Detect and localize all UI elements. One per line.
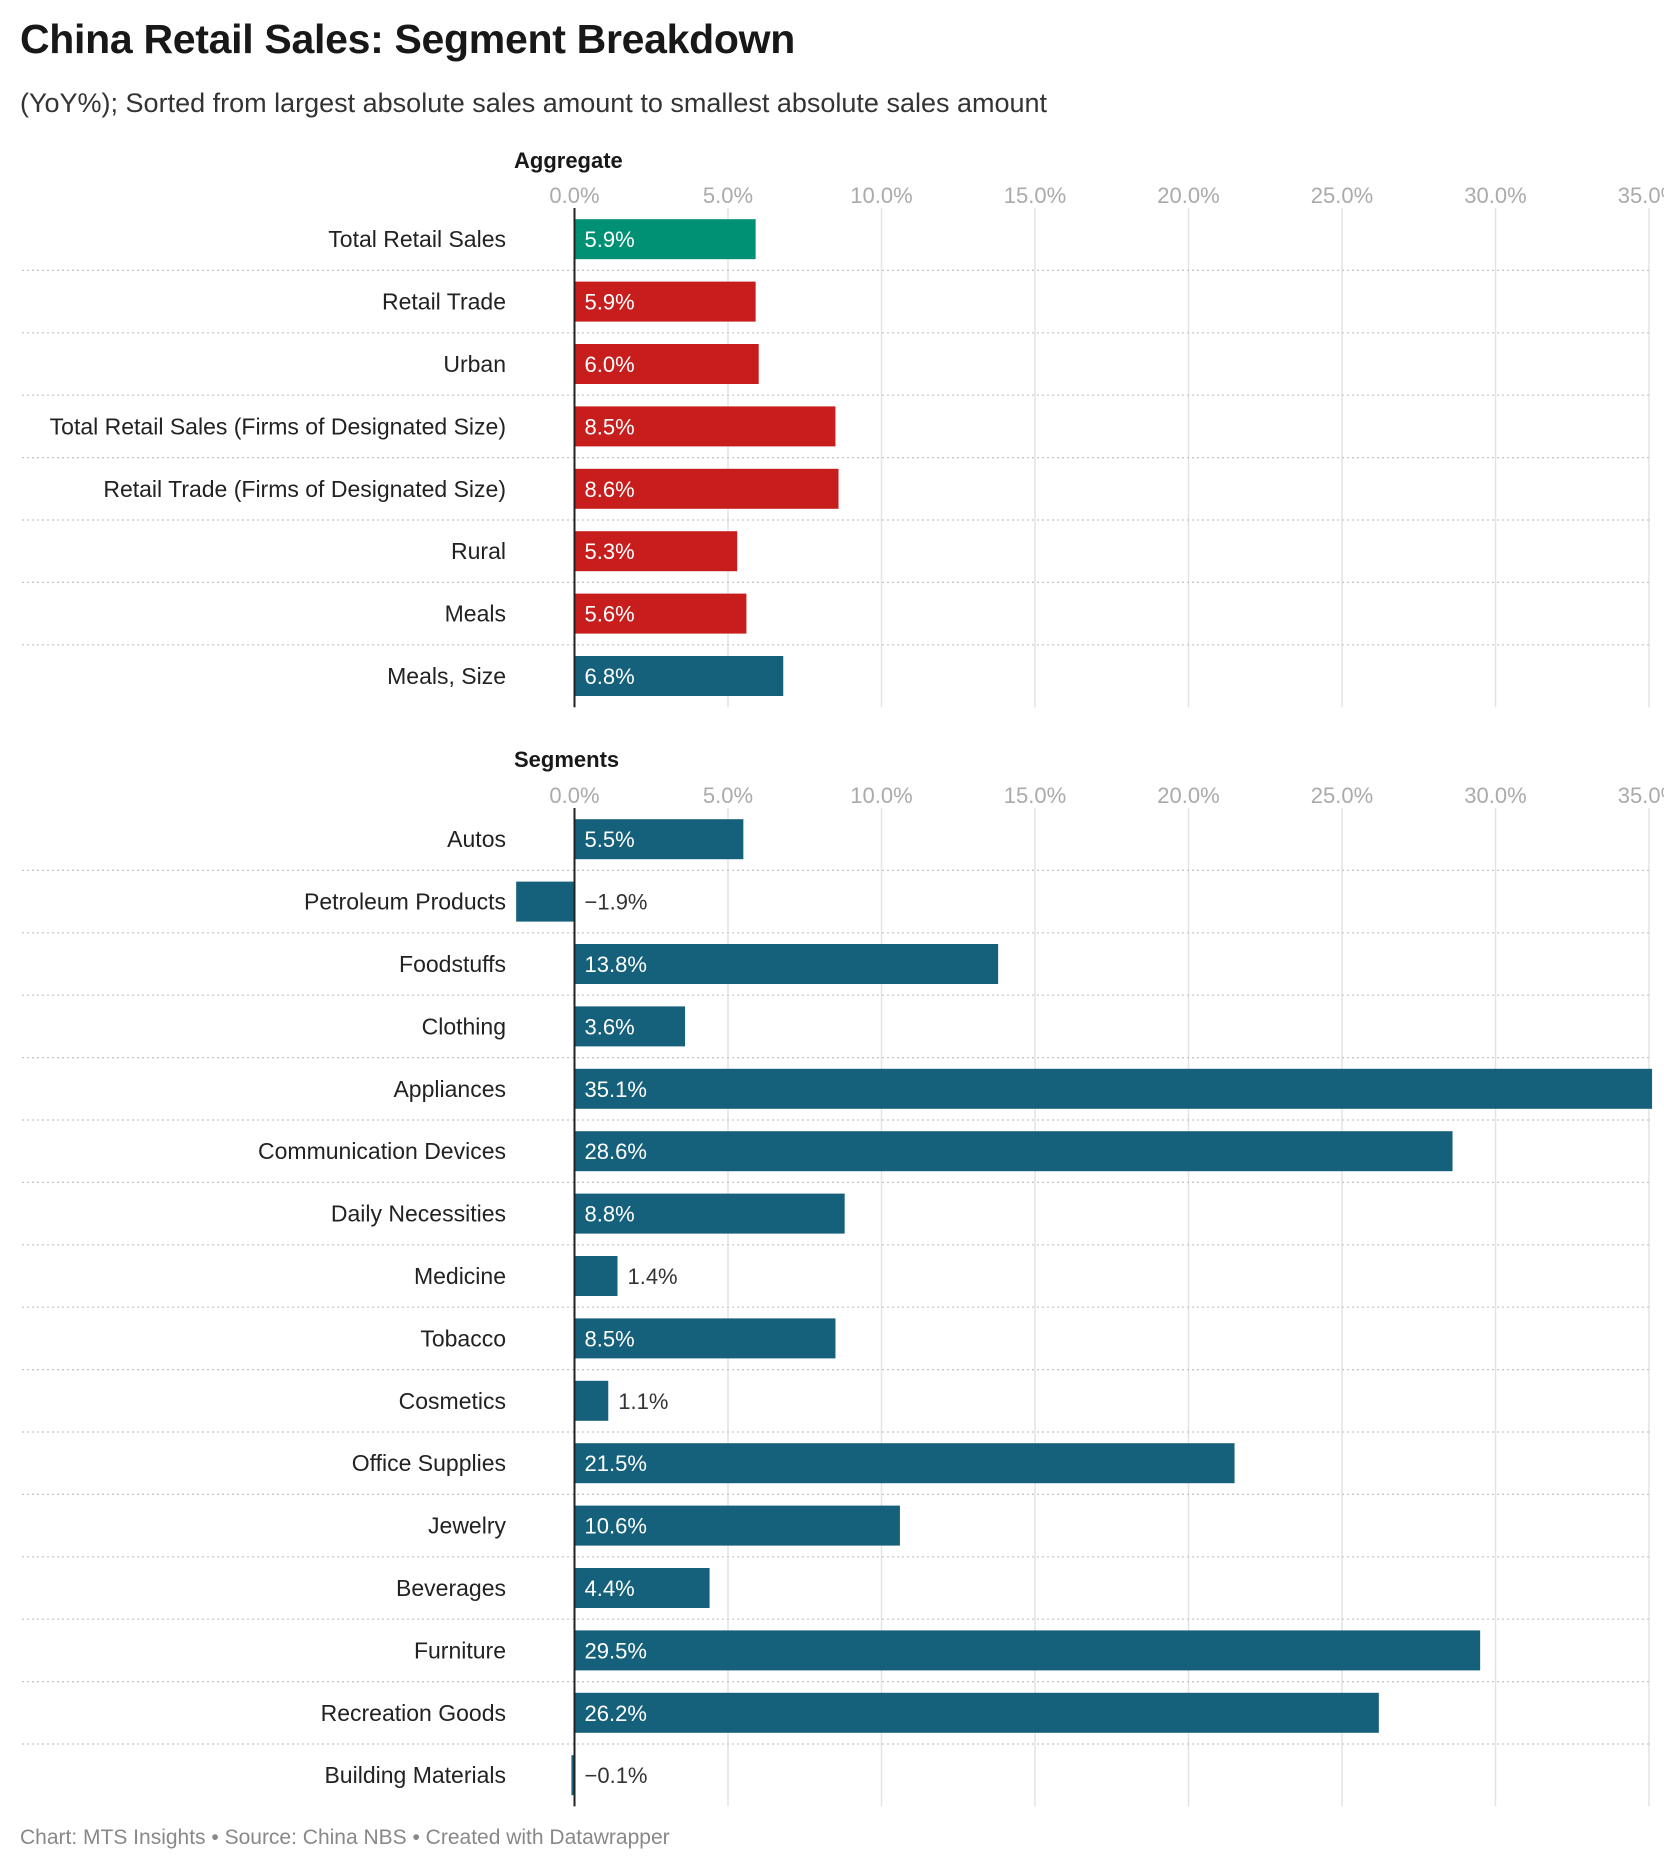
category-label: Appliances bbox=[393, 1076, 506, 1102]
category-label: Daily Necessities bbox=[331, 1201, 506, 1227]
x-tick-label: 10.0% bbox=[850, 183, 912, 208]
value-label: 10.6% bbox=[585, 1514, 647, 1539]
category-label: Autos bbox=[447, 826, 506, 852]
chart-panel-segments: Segments 0.0% 5.0% 10.0% 15.0% 20.0% 25.0% 30.0… bbox=[22, 747, 1664, 1807]
value-label: 8.6% bbox=[585, 477, 635, 502]
bar bbox=[574, 281, 756, 322]
category-label: Retail Trade bbox=[382, 289, 506, 315]
value-label: 29.5% bbox=[585, 1638, 647, 1663]
bar bbox=[574, 1068, 1653, 1109]
x-tick-label: 20.0% bbox=[1157, 183, 1219, 208]
bar bbox=[574, 593, 747, 634]
bar bbox=[574, 1630, 1481, 1671]
x-tick-label: 35.0% bbox=[1618, 183, 1664, 208]
value-label: 5.6% bbox=[585, 602, 635, 627]
x-tick-label: 15.0% bbox=[1004, 183, 1066, 208]
value-label: 5.9% bbox=[585, 227, 635, 252]
chart-footer: Chart: MTS Insights • Source: China NBS … bbox=[20, 1826, 670, 1849]
category-label: Foodstuffs bbox=[399, 951, 506, 977]
value-label: 1.1% bbox=[618, 1389, 668, 1414]
category-label: Petroleum Products bbox=[304, 889, 506, 915]
category-label: Recreation Goods bbox=[321, 1700, 506, 1726]
x-tick-label: 5.0% bbox=[703, 183, 753, 208]
value-label: −1.9% bbox=[585, 890, 648, 915]
bar bbox=[574, 1568, 710, 1608]
value-label: 5.3% bbox=[585, 539, 635, 564]
category-label: Meals bbox=[445, 601, 506, 627]
value-label: 4.4% bbox=[585, 1576, 635, 1601]
bar bbox=[574, 1380, 609, 1421]
bar bbox=[574, 944, 999, 984]
x-tick-label: 20.0% bbox=[1157, 783, 1219, 808]
chart-title: China Retail Sales: Segment Breakdown bbox=[20, 16, 795, 62]
category-label: Total Retail Sales (Firms of Designated … bbox=[50, 413, 506, 439]
bar bbox=[574, 1006, 686, 1047]
category-label: Urban bbox=[443, 351, 506, 377]
value-label: 13.8% bbox=[585, 952, 647, 977]
bar bbox=[574, 656, 784, 696]
bar bbox=[574, 1193, 845, 1234]
category-label: Communication Devices bbox=[258, 1138, 506, 1164]
category-label: Total Retail Sales bbox=[328, 226, 506, 252]
category-label: Furniture bbox=[414, 1637, 506, 1663]
value-label: 6.0% bbox=[585, 352, 635, 377]
x-tick-label: 5.0% bbox=[703, 783, 753, 808]
category-label: Medicine bbox=[414, 1263, 506, 1289]
value-label: 21.5% bbox=[585, 1451, 647, 1476]
value-label: 8.8% bbox=[585, 1202, 635, 1227]
bar bbox=[574, 1318, 836, 1359]
category-label: Tobacco bbox=[420, 1325, 506, 1351]
bar bbox=[574, 531, 738, 572]
panel-title: Aggregate bbox=[514, 148, 623, 173]
category-label: Cosmetics bbox=[399, 1388, 506, 1414]
x-tick-label: 25.0% bbox=[1311, 183, 1373, 208]
panel-title: Segments bbox=[514, 747, 619, 772]
category-label: Jewelry bbox=[428, 1513, 506, 1539]
bar bbox=[574, 1256, 618, 1296]
value-label: 5.5% bbox=[585, 827, 635, 852]
category-label: Building Materials bbox=[324, 1762, 506, 1788]
bar bbox=[574, 1443, 1235, 1484]
bar bbox=[516, 881, 575, 922]
value-label: 5.9% bbox=[585, 290, 635, 315]
value-label: 35.1% bbox=[585, 1077, 647, 1102]
x-tick-label: 15.0% bbox=[1004, 783, 1066, 808]
category-label: Rural bbox=[451, 538, 506, 564]
chart-subtitle: (YoY%); Sorted from largest absolute sal… bbox=[20, 88, 1048, 118]
category-label: Office Supplies bbox=[352, 1450, 506, 1476]
value-label: 3.6% bbox=[585, 1014, 635, 1039]
x-tick-label: 0.0% bbox=[549, 183, 599, 208]
bar bbox=[574, 344, 759, 384]
bar bbox=[574, 1692, 1379, 1733]
category-label: Retail Trade (Firms of Designated Size) bbox=[103, 476, 506, 502]
category-label: Clothing bbox=[422, 1013, 506, 1039]
bar bbox=[574, 406, 836, 447]
x-tick-label: 25.0% bbox=[1311, 783, 1373, 808]
chart-panel-aggregate: Aggregate 0.0% 5.0% 10.0% 15.0% 20.0% 25.0% 30.… bbox=[22, 148, 1664, 708]
x-tick-label: 10.0% bbox=[850, 783, 912, 808]
value-label: 28.6% bbox=[585, 1139, 647, 1164]
category-label: Beverages bbox=[396, 1575, 506, 1601]
category-label: Meals, Size bbox=[387, 663, 506, 689]
x-tick-label: 0.0% bbox=[549, 783, 599, 808]
value-label: 6.8% bbox=[585, 664, 635, 689]
value-label: 1.4% bbox=[627, 1264, 677, 1289]
bar bbox=[574, 1505, 900, 1546]
bar bbox=[574, 468, 839, 509]
bar bbox=[574, 819, 744, 860]
x-tick-label: 30.0% bbox=[1464, 783, 1526, 808]
value-label: 26.2% bbox=[585, 1701, 647, 1726]
bar bbox=[574, 219, 756, 260]
value-label: −0.1% bbox=[585, 1763, 648, 1788]
value-label: 8.5% bbox=[585, 414, 635, 439]
bar bbox=[571, 1755, 575, 1796]
value-label: 8.5% bbox=[585, 1326, 635, 1351]
x-tick-label: 30.0% bbox=[1464, 183, 1526, 208]
x-tick-label: 35.0% bbox=[1618, 783, 1664, 808]
bar bbox=[574, 1131, 1453, 1172]
